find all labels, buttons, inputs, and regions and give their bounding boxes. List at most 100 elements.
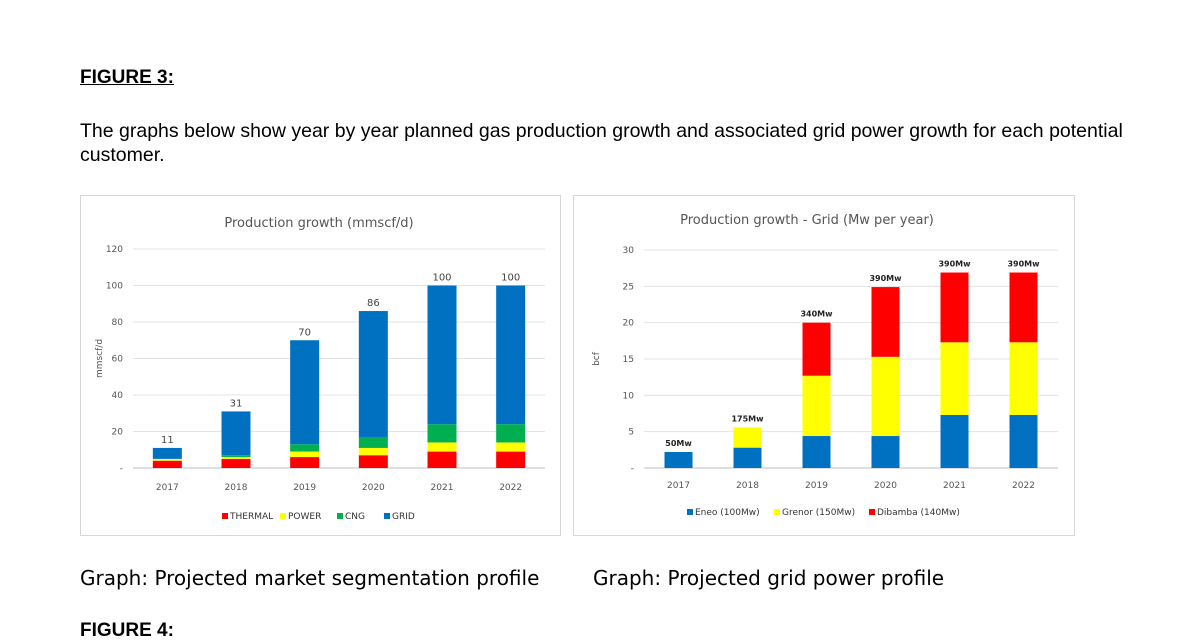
chart-0-bar-power-2022 — [496, 442, 526, 452]
chart-1-legend-swatch — [774, 509, 780, 515]
chart-1-ylabel: bcf — [592, 351, 602, 366]
chart-1-bar-grenor-150mw-2022 — [1009, 342, 1038, 415]
chart-1-ytick-label: 20 — [623, 319, 635, 329]
chart-1-bar-grenor-150mw-2020 — [871, 356, 900, 437]
grid-power-svg: Production growth - Grid (Mw per year) - 5… — [592, 213, 1058, 518]
chart-0-bar-grid-2017 — [152, 447, 182, 459]
chart-0-bar-cng-2020 — [358, 436, 388, 448]
chart-1-xtick-label: 2020 — [874, 481, 897, 491]
chart-1-legend-label: Dibamba (140Mw) — [877, 508, 960, 518]
chart-0-bar-cng-2018 — [221, 455, 251, 458]
chart-0-legend-label: POWER — [288, 512, 321, 522]
chart-0-legend-swatch — [280, 513, 286, 519]
chart-0-bar-power-2021 — [427, 442, 457, 452]
chart-0-total-label: 31 — [230, 398, 243, 409]
chart-0-ylabel: mmscf/d — [95, 339, 105, 378]
chart-1-ytick-label: 10 — [623, 391, 635, 401]
chart-0-ytick-label: 80 — [112, 318, 124, 328]
chart-0-total-label: 86 — [367, 298, 380, 309]
chart-0-bar-thermal-2017 — [152, 460, 182, 468]
chart-1-legend-label: Eneo (100Mw) — [695, 508, 760, 518]
figure-4-title: FIGURE 4: — [80, 620, 174, 641]
chart-0-xtick-label: 2020 — [362, 483, 385, 493]
chart-1-xtick-label: 2018 — [736, 481, 759, 491]
chart-0-legend-label: CNG — [345, 512, 365, 522]
chart-0-ytick-label: 120 — [106, 245, 123, 255]
chart-1-total-label: 390Mw — [1007, 260, 1040, 269]
chart-0-bar-thermal-2020 — [358, 455, 388, 468]
chart-0-total-label: 100 — [432, 273, 451, 284]
market-segmentation-svg: Production growth (mmscf/d) - 20 40 60 80 100 1… — [95, 216, 545, 522]
chart-1-ytick-label: 25 — [623, 282, 634, 292]
chart-0-legend-swatch — [337, 513, 343, 519]
chart-1-bar-eneo-100mw-2018 — [733, 447, 762, 468]
chart-0-legend-swatch — [222, 513, 228, 519]
chart-0-bar-thermal-2019 — [290, 457, 320, 468]
chart-1-bar-eneo-100mw-2020 — [871, 436, 900, 468]
chart-0-xtick-label: 2022 — [499, 483, 522, 493]
chart-1-xtick-label: 2017 — [667, 481, 690, 491]
grid-power-chart: Production growth - Grid (Mw per year) - 5… — [573, 195, 1075, 536]
chart-0-legend-swatch — [384, 513, 390, 519]
chart-0-ytick-label: 60 — [112, 355, 124, 365]
chart-0-bar-grid-2019 — [290, 340, 320, 445]
chart-0-bar-power-2018 — [221, 457, 251, 459]
chart-0-ytick-label: 20 — [112, 428, 124, 438]
chart-0-bar-grid-2021 — [427, 285, 457, 425]
caption-market-segmentation: Graph: Projected market segmentation pro… — [80, 566, 540, 590]
chart-0-total-label: 70 — [298, 327, 311, 338]
chart-1-ytick-label: - — [631, 464, 634, 474]
chart-1-bar-eneo-100mw-2021 — [940, 414, 969, 468]
chart-0-bar-power-2020 — [358, 447, 388, 456]
chart-0-bar-grid-2020 — [358, 311, 388, 437]
chart-1-xtick-label: 2022 — [1012, 481, 1035, 491]
chart-0-bar-grid-2018 — [221, 411, 251, 456]
chart-1-total-label: 340Mw — [800, 310, 833, 319]
chart-1-total-label: 390Mw — [938, 260, 971, 269]
chart-0-ytick-label: 40 — [112, 391, 124, 401]
chart-1-total-label: 50Mw — [665, 439, 692, 448]
chart-0-bar-thermal-2021 — [427, 451, 457, 468]
chart-1-xtick-label: 2021 — [943, 481, 966, 491]
chart-1-bar-dibamba-140mw-2021 — [940, 272, 969, 343]
chart-1-bar-grenor-150mw-2019 — [802, 375, 831, 437]
intro-paragraph: The graphs below show year by year plann… — [80, 120, 1123, 166]
chart-1-total-label: 175Mw — [731, 414, 764, 423]
chart-1-ytick-label: 5 — [628, 428, 634, 438]
chart-1-bar-grenor-150mw-2018 — [733, 427, 762, 448]
chart-0-xtick-label: 2018 — [225, 483, 248, 493]
chart-1-title: Production growth - Grid (Mw per year) — [680, 213, 934, 228]
market-segmentation-chart: Production growth (mmscf/d) - 20 40 60 80 100 1… — [80, 195, 561, 536]
chart-1-bar-dibamba-140mw-2022 — [1009, 272, 1038, 343]
chart-0-ytick-label: - — [120, 464, 123, 474]
chart-0-bar-grid-2022 — [496, 285, 526, 425]
chart-0-ytick-label: 100 — [106, 282, 123, 292]
chart-0-bar-power-2017 — [152, 458, 182, 461]
chart-0-bar-cng-2019 — [290, 444, 320, 452]
chart-0-total-label: 100 — [501, 273, 520, 284]
chart-1-legend-swatch — [869, 509, 875, 515]
chart-0-xtick-label: 2017 — [156, 483, 179, 493]
chart-0-xtick-label: 2021 — [431, 483, 454, 493]
chart-1-bar-grenor-150mw-2021 — [940, 342, 969, 415]
chart-1-legend-label: Grenor (150Mw) — [782, 508, 855, 518]
chart-1-ytick-label: 30 — [623, 246, 635, 256]
chart-0-bar-power-2019 — [290, 451, 320, 458]
chart-1-bar-dibamba-140mw-2020 — [871, 287, 900, 357]
chart-0-title: Production growth (mmscf/d) — [224, 216, 413, 231]
chart-0-bar-cng-2021 — [427, 424, 457, 443]
chart-1-bar-eneo-100mw-2022 — [1009, 414, 1038, 468]
chart-1-total-label: 390Mw — [869, 274, 902, 283]
chart-1-bar-eneo-100mw-2019 — [802, 436, 831, 468]
chart-0-total-label: 11 — [161, 435, 174, 446]
chart-0-bar-thermal-2022 — [496, 451, 526, 468]
chart-0-xtick-label: 2019 — [293, 483, 316, 493]
figure-3-title: FIGURE 3: — [80, 67, 174, 88]
chart-0-bar-cng-2022 — [496, 424, 526, 443]
caption-grid-power: Graph: Projected grid power profile — [593, 566, 945, 590]
chart-1-bar-eneo-100mw-2017 — [664, 452, 693, 468]
chart-1-xtick-label: 2019 — [805, 481, 828, 491]
chart-1-bar-dibamba-140mw-2019 — [802, 322, 831, 376]
chart-0-legend-label: GRID — [392, 512, 415, 522]
chart-0-bar-thermal-2018 — [221, 458, 251, 468]
